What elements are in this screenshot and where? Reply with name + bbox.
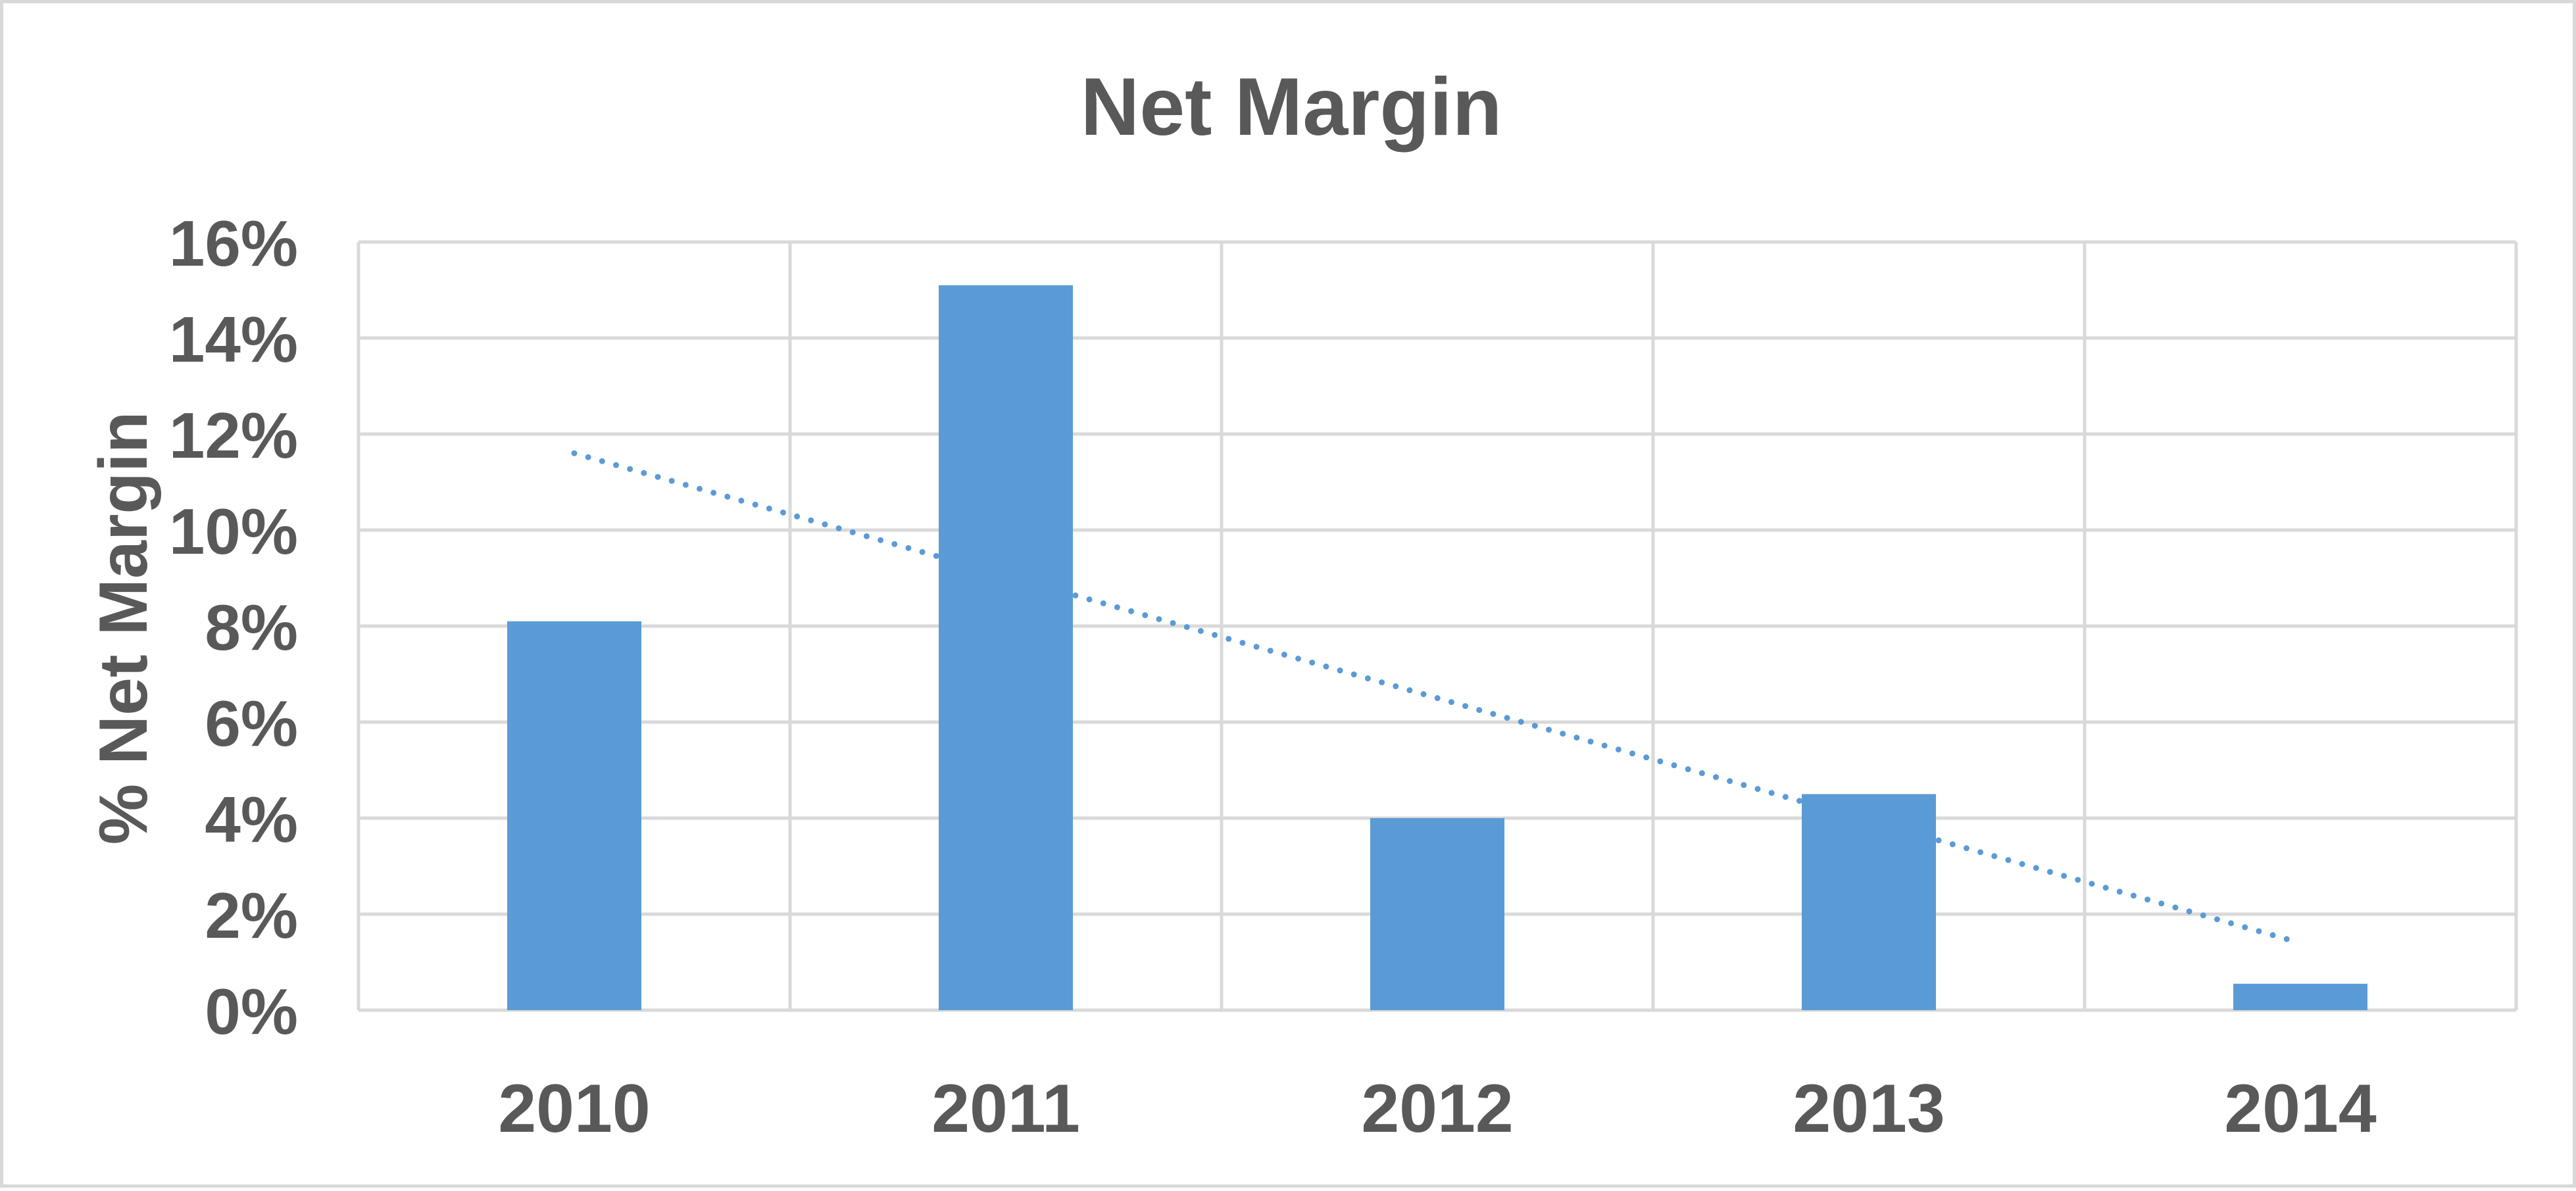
x-tick-label: 2013: [1793, 1071, 1944, 1147]
bar-2013: [1802, 794, 1936, 1010]
x-tick-label: 2014: [2224, 1071, 2377, 1147]
y-tick-label: 6%: [205, 687, 298, 760]
y-tick-label: 8%: [205, 591, 298, 664]
chart-title: Net Margin: [1081, 62, 1502, 153]
x-tick-labels: 2010 2011 2012 2013 2014: [498, 1071, 2377, 1147]
y-tick-label: 12%: [169, 399, 298, 472]
bar-2014: [2233, 983, 2367, 1010]
trendline-group: [571, 450, 2304, 946]
bar-2012: [1370, 818, 1504, 1010]
y-tick-label: 0%: [205, 975, 298, 1048]
y-axis-title: % Net Margin: [86, 412, 162, 845]
x-tick-label: 2011: [931, 1071, 1080, 1147]
y-tick-label: 14%: [169, 303, 298, 376]
y-tick-label: 10%: [169, 495, 298, 568]
x-tick-label: 2010: [498, 1071, 650, 1147]
y-tick-label: 2%: [205, 879, 298, 952]
bars: [507, 285, 2367, 1011]
x-tick-label: 2012: [1361, 1071, 1513, 1147]
y-tick-labels: 0% 2% 4% 6% 8% 10% 12% 14% 16%: [169, 207, 298, 1048]
gridlines: [357, 240, 2518, 1012]
trendline: [571, 450, 2304, 946]
bar-2010: [507, 621, 641, 1010]
net-margin-chart: Net Margin % Net Margin 0% 2% 4% 6% 8% 10% 12%…: [86, 62, 2518, 1147]
bar-2011: [939, 285, 1073, 1011]
y-tick-label: 4%: [205, 783, 298, 856]
y-tick-label: 16%: [169, 207, 298, 280]
